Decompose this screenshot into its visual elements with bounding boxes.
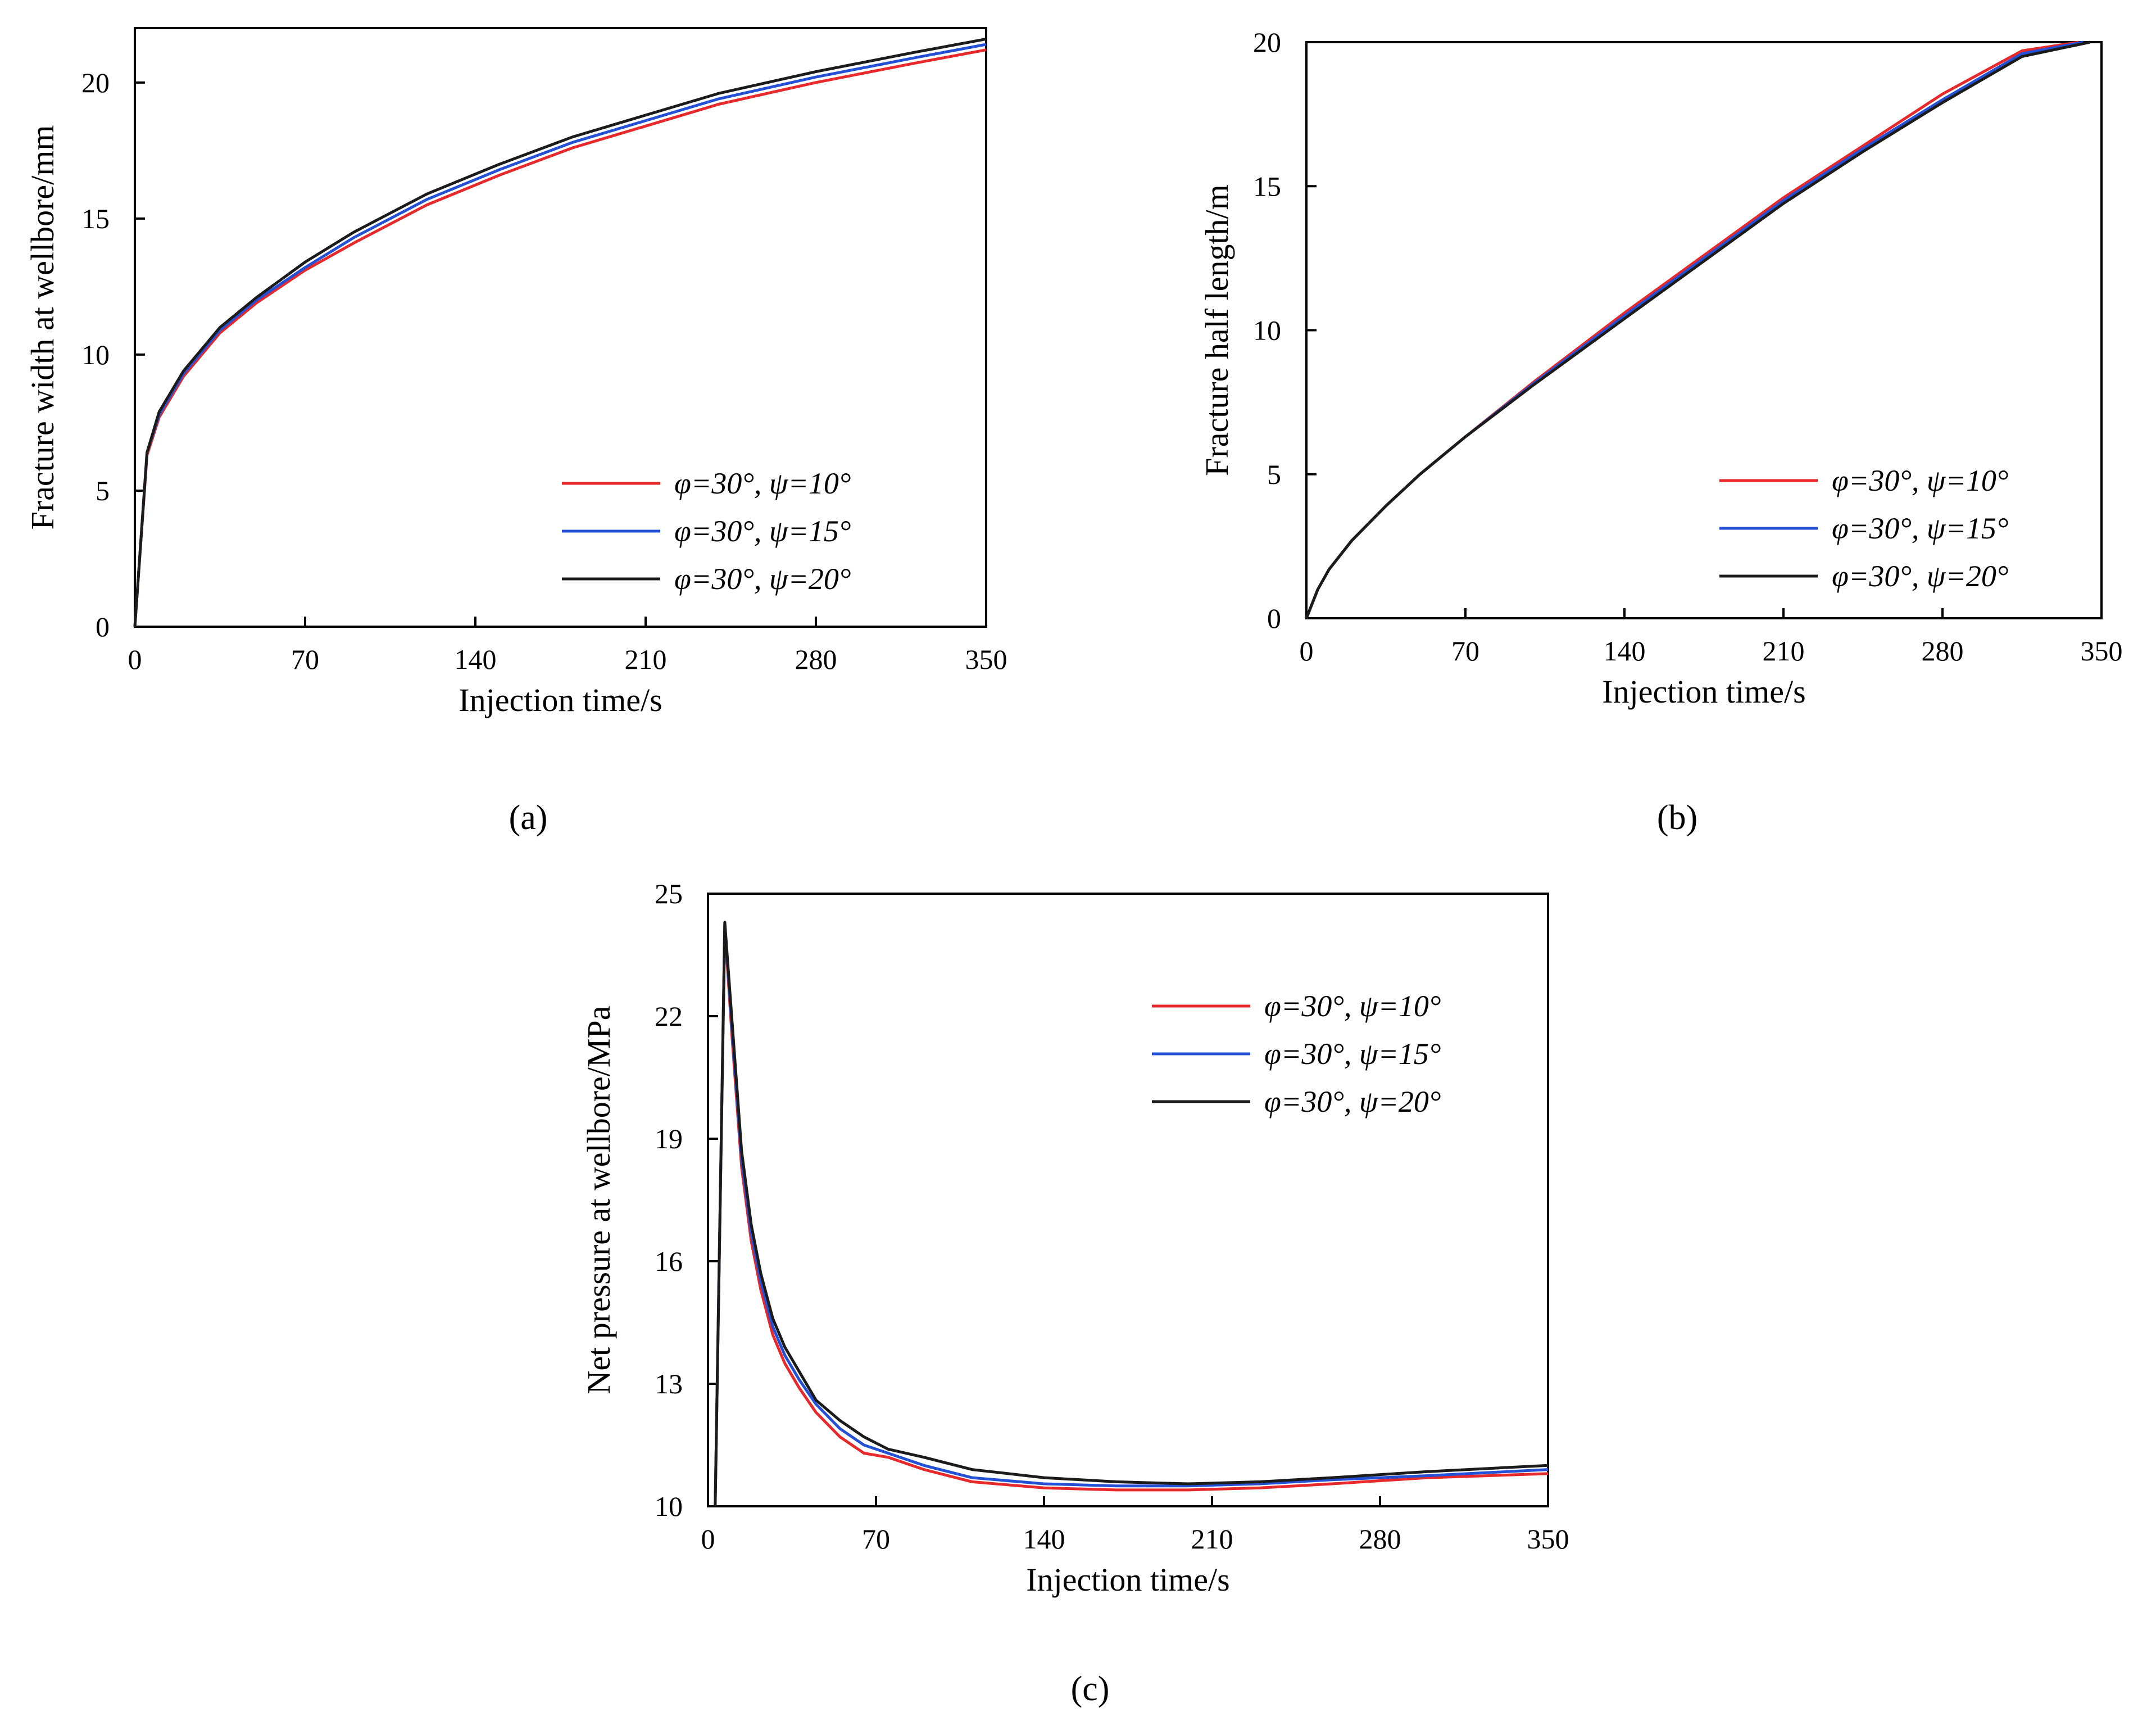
x-tick-label: 280 — [1359, 1523, 1401, 1555]
legend-label-1: φ=30°, ψ=10° — [674, 467, 851, 500]
y-tick-label: 25 — [655, 878, 683, 909]
y-tick-label: 13 — [655, 1368, 683, 1400]
x-tick-label: 280 — [795, 644, 837, 675]
series-line-3 — [133, 37, 987, 627]
chart-panel-b: 0 70 140 210 280 350 0 5 10 15 20 Injection time/s F… — [1199, 26, 2123, 710]
legend-label-2: φ=30°, ψ=15° — [1832, 511, 2008, 545]
plot-area-frame — [707, 893, 1549, 1507]
y-tick-label: 22 — [655, 1000, 683, 1032]
x-tick-label: 70 — [291, 644, 319, 675]
y-tick-label: 10 — [1253, 315, 1281, 346]
chart-panel-a: 0 70 140 210 280 350 0 5 10 15 20 Injection time/s F… — [24, 27, 1007, 718]
x-tick-label: 350 — [2081, 635, 2123, 667]
x-tick-label: 350 — [965, 644, 1007, 675]
y-tick-label: 5 — [1267, 459, 1281, 490]
plot-area-frame — [134, 27, 987, 628]
y-tick-label: 15 — [81, 203, 110, 234]
legend-label-3: φ=30°, ψ=20° — [1264, 1085, 1441, 1118]
y-tick-label: 10 — [81, 339, 110, 370]
x-tick-label: 210 — [1191, 1523, 1233, 1555]
x-axis-label: Injection time/s — [1026, 1561, 1229, 1598]
y-tick-label: 0 — [96, 611, 110, 642]
y-tick-label: 15 — [1253, 170, 1281, 202]
legend-label-3: φ=30°, ψ=20° — [1832, 559, 2008, 593]
y-tick-label: 16 — [655, 1246, 683, 1277]
x-tick-label: 70 — [862, 1523, 890, 1555]
legend-label-1: φ=30°, ψ=10° — [1832, 464, 2008, 497]
x-tick-label: 280 — [1922, 635, 1964, 667]
legend-label-2: φ=30°, ψ=15° — [674, 514, 851, 548]
x-tick-label: 140 — [455, 644, 497, 675]
y-tick-label: 19 — [655, 1123, 683, 1154]
series-line-3 — [1305, 40, 2091, 619]
caption-c: (c) — [1071, 1670, 1110, 1708]
x-tick-label: 0 — [701, 1523, 715, 1555]
x-axis-label: Injection time/s — [459, 682, 662, 718]
x-tick-label: 210 — [625, 644, 667, 675]
x-tick-label: 70 — [1451, 635, 1479, 667]
y-axis-label: Fracture width at wellbore/mm — [24, 125, 61, 530]
caption-a: (a) — [509, 799, 548, 837]
legend-label-2: φ=30°, ψ=15° — [1264, 1037, 1441, 1071]
y-tick-label: 10 — [655, 1491, 683, 1522]
x-tick-label: 210 — [1763, 635, 1805, 667]
series-line-2 — [133, 43, 987, 627]
x-tick-label: 0 — [128, 644, 142, 675]
y-tick-label: 20 — [1253, 26, 1281, 58]
x-tick-label: 0 — [1300, 635, 1314, 667]
series-line-1 — [133, 48, 987, 627]
legend-label-3: φ=30°, ψ=20° — [674, 562, 851, 596]
chart-panel-c: 0 70 140 210 280 350 10 13 16 19 22 25 Injection tim… — [580, 878, 1569, 1598]
series-line-3 — [714, 921, 1549, 1507]
y-tick-label: 0 — [1267, 603, 1281, 634]
x-tick-label: 140 — [1604, 635, 1646, 667]
y-tick-label: 20 — [81, 67, 110, 98]
y-axis-label: Fracture half length/m — [1199, 184, 1235, 476]
y-axis-label: Net pressure at wellbore/MPa — [580, 1006, 617, 1394]
x-axis-label: Injection time/s — [1602, 673, 1805, 710]
x-tick-label: 350 — [1527, 1523, 1569, 1555]
legend-label-1: φ=30°, ψ=10° — [1264, 989, 1441, 1023]
y-tick-label: 5 — [96, 475, 110, 506]
caption-b: (b) — [1657, 799, 1697, 837]
x-tick-label: 140 — [1023, 1523, 1065, 1555]
